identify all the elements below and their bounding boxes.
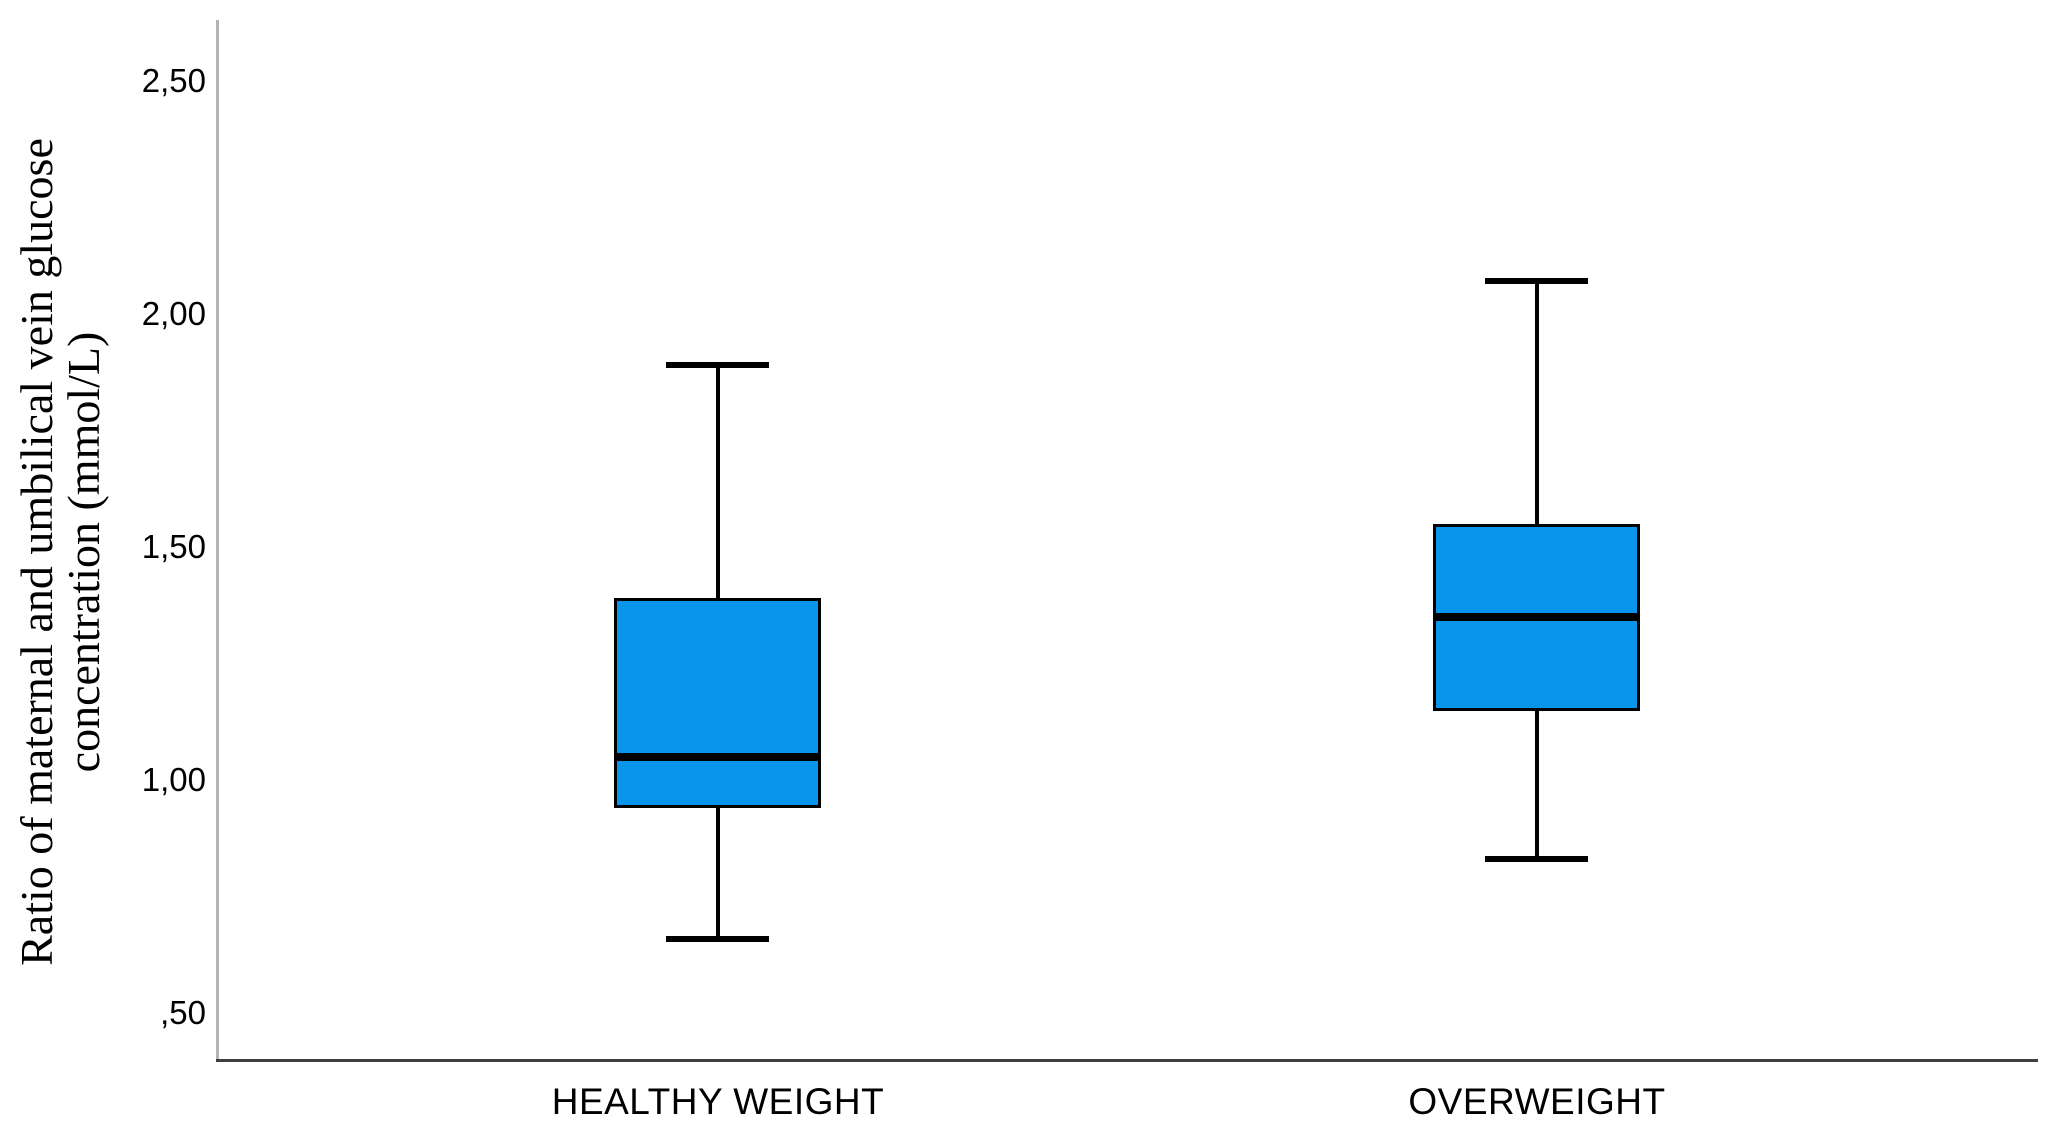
- whisker-upper-line-overweight: [1535, 281, 1539, 524]
- whisker-lower-line-overweight: [1535, 710, 1539, 859]
- whisker-cap-bottom-overweight: [1485, 856, 1588, 862]
- x-axis-line: [216, 1059, 2038, 1062]
- whisker-cap-top-overweight: [1485, 278, 1588, 284]
- whisker-cap-top-healthy-weight: [666, 362, 769, 368]
- y-tick-label: 1,00: [141, 761, 206, 798]
- whisker-upper-line-healthy-weight: [716, 365, 720, 598]
- y-tick-label: ,50: [160, 994, 206, 1031]
- y-axis-title-line1: Ratio of maternal and umbilical vein glu…: [11, 138, 62, 966]
- whisker-cap-bottom-healthy-weight: [666, 936, 769, 942]
- x-category-label: HEALTHY WEIGHT: [551, 1081, 885, 1122]
- whisker-lower-line-healthy-weight: [716, 808, 720, 939]
- y-axis-line: [216, 20, 219, 1060]
- median-line-healthy-weight: [614, 753, 821, 761]
- box-iqr-healthy-weight: [614, 598, 821, 808]
- y-tick-label: 1,50: [141, 528, 206, 565]
- y-tick-label: 2,50: [141, 62, 206, 99]
- x-category-label: OVERWEIGHT: [1408, 1081, 1666, 1122]
- y-tick-label: 2,00: [141, 295, 206, 332]
- median-line-overweight: [1433, 613, 1640, 621]
